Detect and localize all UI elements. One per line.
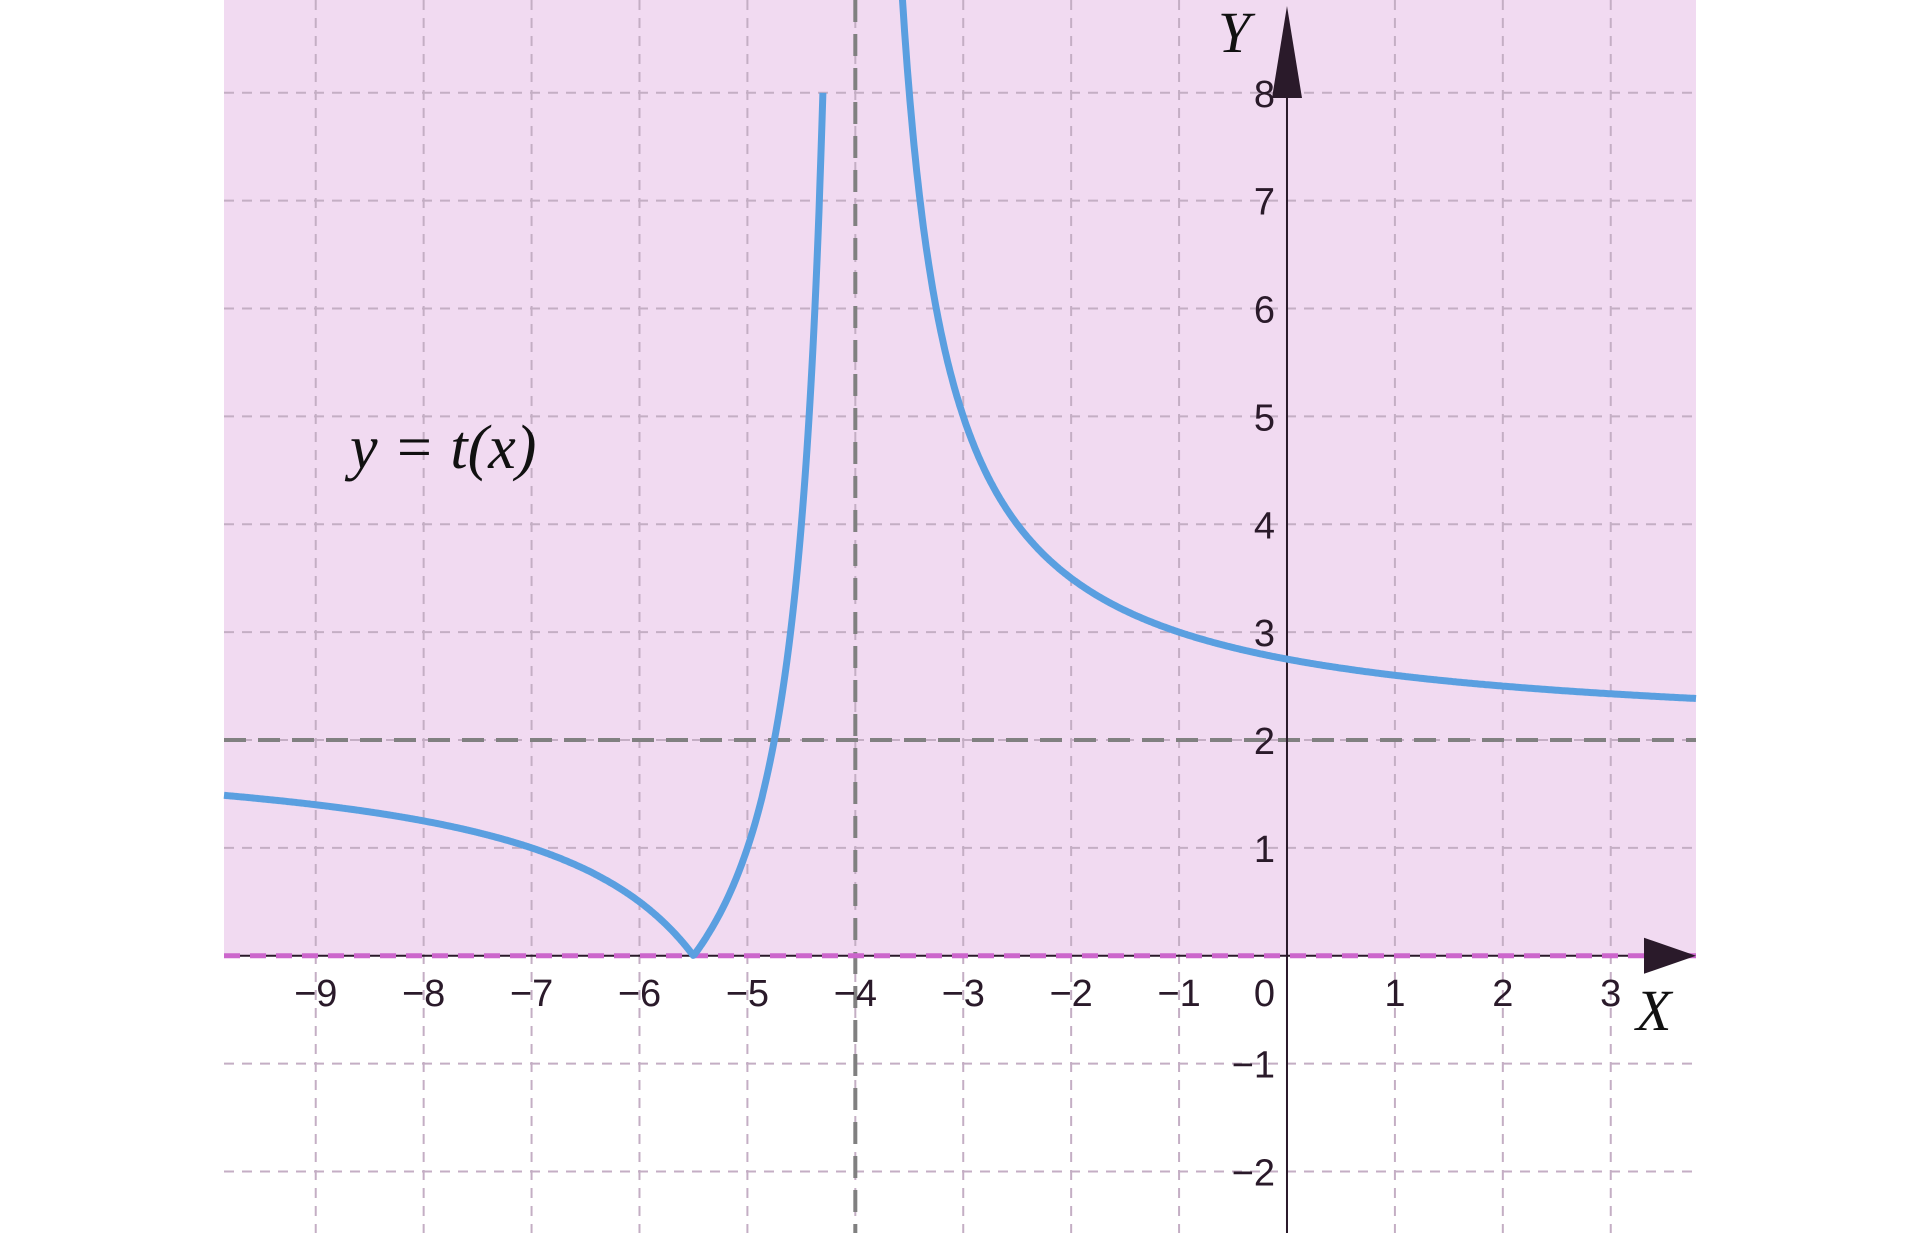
y-tick-label: 1 <box>1254 829 1275 871</box>
function-label: y = t(x) <box>344 414 536 482</box>
x-axis-arrow-icon <box>1644 937 1696 974</box>
x-tick-label: −8 <box>402 973 445 1015</box>
x-tick-label: −7 <box>510 973 553 1015</box>
y-tick-label: 4 <box>1254 505 1275 547</box>
x-tick-label: 3 <box>1600 973 1621 1015</box>
x-tick-label: 1 <box>1384 973 1405 1015</box>
curve-left-branch <box>221 92 827 959</box>
x-tick-label: −1 <box>1157 973 1200 1015</box>
x-tick-label: 2 <box>1492 973 1513 1015</box>
y-tick-label: 8 <box>1254 74 1275 116</box>
y-tick-label: −2 <box>1232 1153 1275 1195</box>
x-tick-label: −4 <box>834 973 877 1015</box>
origin-label: 0 <box>1254 973 1275 1015</box>
curve-right-branch <box>898 0 1699 702</box>
x-tick-label: −9 <box>294 973 337 1015</box>
y-tick-label: 2 <box>1254 721 1275 763</box>
x-tick-label: −5 <box>726 973 769 1015</box>
y-axis-label: Y <box>1218 0 1256 65</box>
x-axis-label: X <box>1634 978 1674 1043</box>
x-tick-label: −6 <box>618 973 661 1015</box>
y-tick-label: 7 <box>1254 182 1275 224</box>
y-axis-arrow-icon <box>1271 6 1302 98</box>
y-tick-label: 6 <box>1254 290 1275 332</box>
y-tick-label: 3 <box>1254 613 1275 655</box>
y-tick-label: 5 <box>1254 397 1275 439</box>
shaded-region <box>224 0 1696 956</box>
y-tick-label: −1 <box>1232 1045 1275 1087</box>
x-tick-label: −2 <box>1049 973 1092 1015</box>
x-tick-label: −3 <box>942 973 985 1015</box>
